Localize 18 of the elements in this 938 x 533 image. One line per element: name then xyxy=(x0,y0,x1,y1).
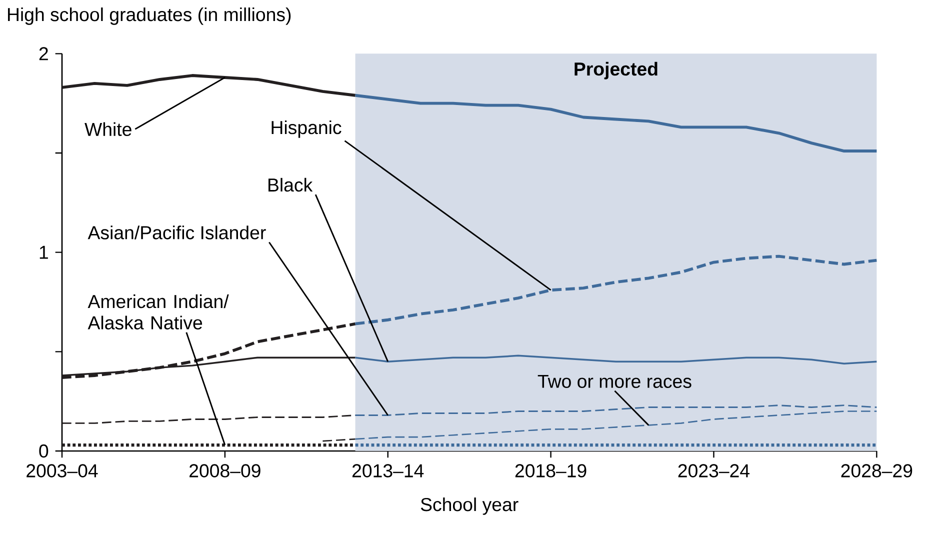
x-tick-label: 2013–14 xyxy=(352,464,424,478)
y-tick-label: 1 xyxy=(40,246,48,259)
annotation: American Indian/ Alaska Native xyxy=(88,294,229,330)
y-axis-title: High school graduates (in millions) xyxy=(8,7,291,25)
y-tick-label: 0 xyxy=(39,444,48,458)
annotation: Hispanic xyxy=(272,120,342,138)
annotation: Black xyxy=(268,178,313,192)
x-axis-title: School year xyxy=(420,497,518,515)
x-tick-label: 2003–04 xyxy=(26,464,98,478)
annotation: White xyxy=(84,122,132,136)
annotation: Two or more races xyxy=(538,374,692,388)
x-tick-label: 2023–24 xyxy=(678,464,750,478)
y-tick-label: 2 xyxy=(39,47,48,60)
x-tick-label: 2028–29 xyxy=(841,464,912,478)
x-tick-label: 2018–19 xyxy=(515,464,586,478)
annotation: Asian/Pacific Islander xyxy=(88,226,266,240)
x-tick-label: 2008–09 xyxy=(190,464,260,478)
annotation: Projected xyxy=(574,62,658,80)
